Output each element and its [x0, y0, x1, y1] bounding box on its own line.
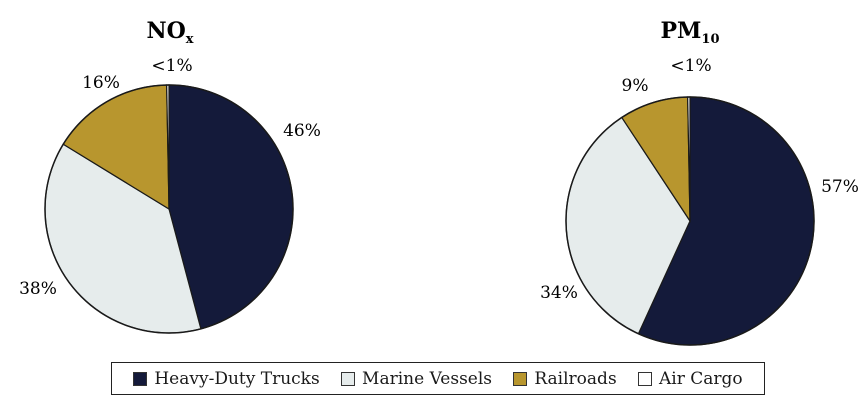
legend-label: Railroads [534, 368, 617, 389]
legend-label: Heavy-Duty Trucks [154, 368, 320, 389]
slice-label-railroads: 9% [622, 76, 649, 96]
pie-chart-nox: NOx 46% 38% 16% <1% [19, 18, 321, 334]
legend-label: Air Cargo [659, 368, 743, 389]
slice-label-heavy-duty-trucks: 46% [283, 121, 321, 141]
legend-item-marine-vessels: Marine Vessels [341, 369, 492, 389]
legend-item-air-cargo: Air Cargo [638, 369, 743, 389]
pie-outline [565, 96, 815, 346]
legend-swatch-marine-vessels [341, 371, 356, 386]
chart-title: NOx [146, 18, 193, 47]
slice-label-marine-vessels: 38% [19, 279, 57, 299]
legend-item-heavy-duty-trucks: Heavy-Duty Trucks [133, 368, 320, 389]
legend: Heavy-Duty Trucks Marine Vessels Railroa… [111, 362, 765, 395]
slice-label-air-cargo: <1% [670, 56, 711, 76]
slice-label-marine-vessels: 34% [540, 283, 578, 303]
legend-swatch-railroads [513, 371, 528, 386]
legend-label: Marine Vessels [362, 368, 493, 389]
legend-swatch-air-cargo [638, 371, 653, 386]
slice-label-air-cargo: <1% [151, 56, 192, 76]
slice-label-heavy-duty-trucks: 57% [821, 177, 859, 197]
slice-label-railroads: 16% [82, 73, 120, 93]
legend-item-railroads: Railroads [513, 368, 617, 389]
legend-swatch-heavy-duty-trucks [133, 371, 148, 386]
pie-chart-pm10: PM10 57% 34% 9% <1% [540, 18, 859, 346]
chart-title: PM10 [661, 18, 720, 47]
pie-outline [44, 84, 294, 334]
